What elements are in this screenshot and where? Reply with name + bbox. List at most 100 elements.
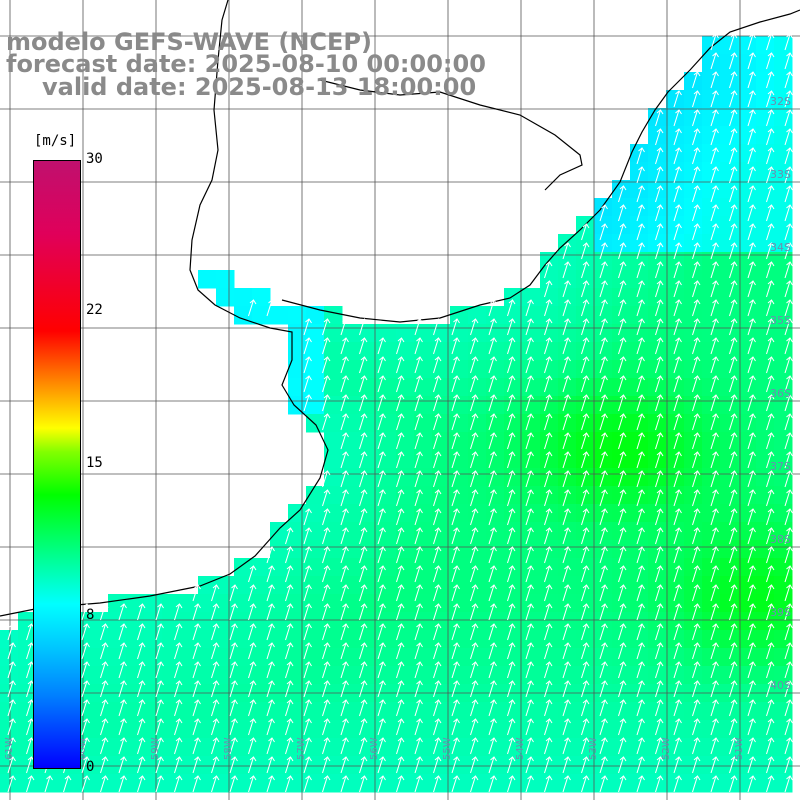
wind-arrow [26, 661, 32, 679]
wind-arrow [488, 584, 495, 602]
wind-arrow [377, 375, 384, 393]
wind-arrowhead [194, 680, 201, 686]
wind-arrowhead [490, 775, 497, 781]
wind-arrowhead [471, 451, 479, 457]
wind-arrow [285, 699, 291, 717]
wind-arrowhead [453, 337, 460, 343]
wind-cell [558, 288, 577, 307]
wind-cell [450, 576, 469, 595]
wind-arrow [544, 775, 550, 793]
wind-arrow [784, 280, 791, 298]
wind-arrow [470, 584, 476, 602]
wind-arrow [433, 661, 439, 679]
wind-arrow [340, 489, 347, 507]
wind-cell [540, 378, 559, 397]
wind-arrowhead [545, 565, 553, 571]
wind-cell [540, 396, 559, 415]
wind-arrow [414, 775, 421, 793]
wind-arrowhead [619, 623, 627, 629]
wind-cell [486, 594, 505, 613]
wind-arrow [729, 718, 735, 736]
wind-arrow [784, 546, 791, 564]
wind-arrowhead [286, 775, 294, 781]
wind-cell [630, 504, 649, 523]
wind-arrowhead [786, 128, 793, 134]
wind-arrow [784, 337, 791, 355]
wind-arrowhead [786, 699, 793, 705]
wind-arrow [192, 775, 199, 793]
wind-arrowhead [545, 623, 553, 629]
wind-arrow [618, 470, 624, 488]
wind-arrowhead [619, 680, 627, 686]
wind-arrowhead [471, 775, 479, 781]
wind-cell [648, 342, 667, 361]
wind-arrow [692, 318, 698, 336]
wind-arrowhead [730, 413, 738, 419]
wind-cell [108, 612, 127, 631]
wind-arrowhead [545, 527, 553, 533]
wind-cell [360, 720, 379, 739]
wind-arrow [692, 90, 698, 108]
wind-arrow [322, 470, 328, 488]
wind-arrowhead [379, 375, 386, 381]
wind-cell [774, 630, 793, 649]
wind-arrow [581, 603, 587, 621]
wind-arrowhead [564, 318, 571, 324]
wind-cell [306, 342, 325, 361]
wind-arrow [599, 737, 606, 755]
wind-arrowhead [323, 680, 331, 686]
wind-arrow [359, 432, 365, 450]
wind-arrowhead [693, 451, 701, 457]
wind-arrow [636, 775, 643, 793]
wind-cell [702, 540, 721, 559]
wind-cell [756, 486, 775, 505]
wind-arrowhead [342, 584, 349, 590]
wind-cell [702, 666, 721, 685]
wind-arrow [655, 166, 661, 184]
wind-arrowhead [249, 661, 257, 667]
wind-arrow [655, 413, 661, 431]
wind-arrow [581, 489, 587, 507]
wind-arrowhead [693, 71, 701, 77]
wind-cell [774, 90, 793, 109]
wind-arrowhead [712, 394, 719, 400]
wind-arrowhead [730, 318, 738, 324]
wind-cell [558, 702, 577, 721]
wind-cell [756, 702, 775, 721]
wind-arrow [525, 318, 532, 336]
wind-arrow [784, 299, 791, 317]
wind-cell [270, 540, 289, 559]
wind-arrowhead [619, 413, 627, 419]
wind-cell [468, 666, 487, 685]
wind-arrowhead [638, 489, 645, 495]
wind-arrowhead [749, 775, 756, 781]
wind-arrowhead [656, 261, 664, 267]
wind-arrow [673, 718, 680, 736]
wind-arrow [692, 242, 698, 260]
wind-cell [720, 216, 739, 235]
wind-arrow [359, 356, 365, 374]
wind-arrowhead [601, 699, 608, 705]
wind-arrow [747, 242, 754, 260]
wind-arrowhead [601, 680, 608, 686]
wind-arrowhead [545, 661, 553, 667]
wind-cell [702, 108, 721, 127]
wind-arrow [155, 756, 162, 774]
wind-arrowhead [397, 642, 405, 648]
wind-cell [126, 738, 145, 757]
wind-cell [702, 216, 721, 235]
wind-arrow [655, 242, 661, 260]
wind-arrowhead [527, 699, 534, 705]
wind-arrowhead [397, 432, 405, 438]
wind-arrowhead [638, 737, 645, 743]
wind-cell [738, 342, 757, 361]
wind-arrow [155, 680, 162, 698]
wind-cell [468, 756, 487, 775]
wind-arrow [396, 623, 402, 641]
wind-arrow [303, 546, 310, 564]
wind-arrow [729, 223, 735, 241]
wind-arrow [451, 584, 458, 602]
wind-arrow [673, 185, 680, 203]
wind-arrowhead [157, 699, 164, 705]
wind-arrow [266, 737, 273, 755]
